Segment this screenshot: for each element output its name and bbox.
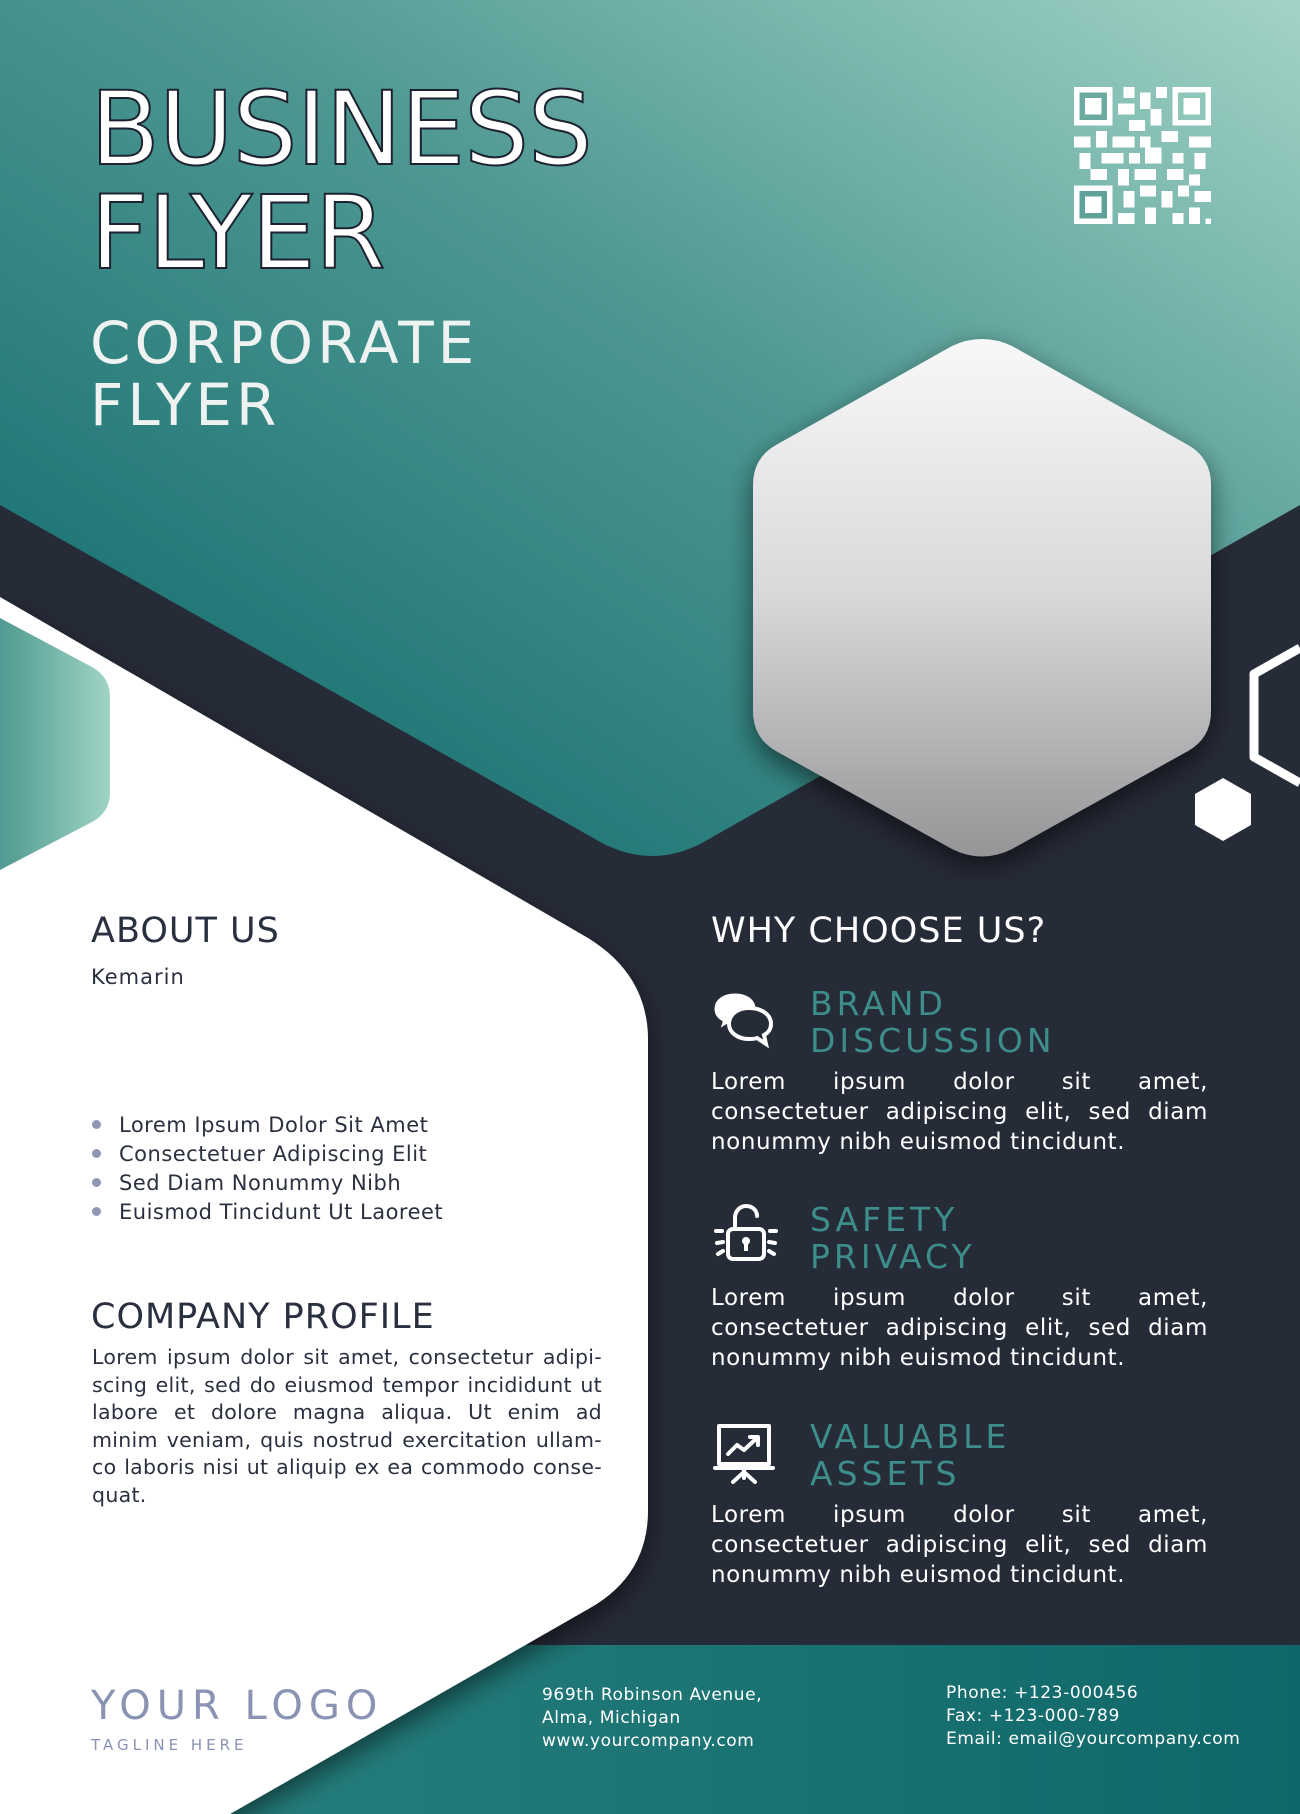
feature-title-line-1: SAFETY [810, 1200, 959, 1239]
about-subheading: Kemarin [91, 965, 185, 989]
bullet-text: Euismod Tincidunt Ut Laoreet [119, 1200, 444, 1224]
fax-number: Fax: +123-000-789 [946, 1706, 1120, 1726]
bullet-dot-icon [92, 1177, 101, 1187]
bullet-dot-icon [92, 1206, 101, 1216]
about-heading: ABOUT US [91, 911, 280, 951]
bullet-text: Consectetuer Adipiscing Elit [119, 1142, 428, 1166]
feature-body-valuable-assets: Lorem ipsum dolor sit amet, consectetuer… [711, 1502, 1208, 1588]
footer-contact: Phone: +123-000456 Fax: +123-000-789 Ema… [946, 1682, 1240, 1751]
title-line-2: FLYER [89, 174, 387, 293]
about-bullet-list: Lorem Ipsum Dolor Sit Amet Consectetuer … [92, 1111, 443, 1227]
feature-body-safety-privacy: Lorem ipsum dolor sit amet, consectetuer… [711, 1285, 1208, 1371]
profile-heading: COMPANY PROFILE [91, 1297, 435, 1337]
qr-code-icon[interactable] [1074, 87, 1211, 224]
feature-title-valuable-assets: VALUABLE ASSETS [810, 1418, 1010, 1492]
why-heading: WHY CHOOSE US? [711, 911, 1047, 951]
logo-tagline: TAGLINE HERE [91, 1736, 248, 1754]
feature-title-line-1: BRAND [810, 984, 947, 1023]
flyer-title: BUSINESS FLYER [89, 70, 594, 293]
subtitle-line-1: CORPORATE [90, 309, 479, 377]
website-link[interactable]: www.yourcompany.com [542, 1731, 755, 1751]
chat-bubbles-icon [711, 990, 774, 1049]
subtitle-line-2: FLYER [90, 371, 281, 439]
presentation-board-icon [713, 1424, 775, 1484]
list-item: Sed Diam Nonummy Nibh [92, 1169, 443, 1198]
address-line-1: 969th Robinson Avenue, [542, 1685, 763, 1705]
feature-title-line-1: VALUABLE [810, 1417, 1011, 1456]
title-line-1: BUSINESS [89, 70, 594, 189]
email-link[interactable]: Email: email@yourcompany.com [946, 1729, 1241, 1749]
bullet-text: Lorem Ipsum Dolor Sit Amet [119, 1113, 429, 1137]
list-item: Euismod Tincidunt Ut Laoreet [92, 1198, 443, 1227]
feature-body-brand-discussion: Lorem ipsum dolor sit amet, consectetuer… [711, 1069, 1208, 1155]
bullet-dot-icon [92, 1148, 101, 1158]
address-line-2: Alma, Michigan [542, 1708, 681, 1728]
company-logo[interactable]: YOUR LOGO [91, 1683, 384, 1729]
feature-title-safety-privacy: SAFETY PRIVACY [810, 1201, 976, 1275]
bullet-text: Sed Diam Nonummy Nibh [119, 1171, 402, 1195]
flyer-subtitle: CORPORATE FLYER [90, 312, 478, 436]
footer-address: 969th Robinson Avenue, Alma, Michigan ww… [542, 1684, 762, 1753]
bullet-dot-icon [92, 1119, 101, 1129]
phone-number[interactable]: Phone: +123-000456 [946, 1683, 1139, 1703]
feature-title-line-2: PRIVACY [810, 1237, 976, 1276]
profile-body: Lorem ipsum dolor sit amet, consectetur … [92, 1345, 602, 1507]
feature-title-brand-discussion: BRAND DISCUSSION [810, 985, 1056, 1059]
feature-title-line-2: DISCUSSION [810, 1021, 1056, 1060]
list-item: Consectetuer Adipiscing Elit [92, 1140, 443, 1169]
feature-title-line-2: ASSETS [810, 1454, 961, 1493]
padlock-icon [714, 1203, 778, 1261]
list-item: Lorem Ipsum Dolor Sit Amet [92, 1111, 443, 1140]
